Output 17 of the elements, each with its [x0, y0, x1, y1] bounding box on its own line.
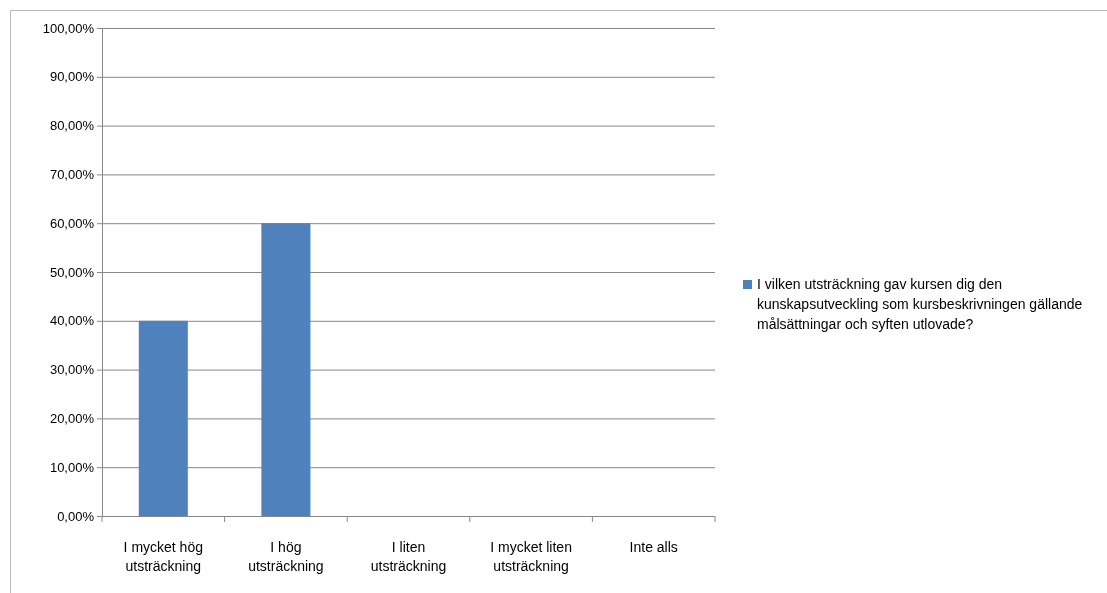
y-tick-label: 20,00% [49, 411, 95, 427]
y-tick-label: 40,00% [49, 313, 95, 329]
y-tick-label: 60,00% [49, 215, 95, 231]
x-tick-label: I liten utsträckning [370, 539, 447, 574]
y-tick-label: 0,00% [57, 508, 95, 524]
x-tick-label: I mycket hög utsträckning [123, 539, 203, 574]
legend-label: I vilken utsträckning gav kursen dig den kunskapsutveckling som kursbeskrivningen gällande målsättningar och syften utlovade? [757, 276, 1083, 332]
y-tick-label: 70,00% [49, 167, 95, 183]
y-tick-label: 100,00% [42, 20, 95, 36]
y-tick-label: 50,00% [49, 264, 95, 280]
x-tick-label: Inte alls [629, 539, 678, 555]
x-tick-label: I mycket liten utsträckning [490, 539, 572, 574]
x-tick-label: I hög utsträckning [248, 539, 324, 574]
y-tick-label: 10,00% [49, 459, 95, 475]
y-tick-label: 90,00% [49, 69, 95, 85]
y-tick-label: 30,00% [49, 362, 95, 378]
y-tick-label: 80,00% [49, 118, 95, 134]
